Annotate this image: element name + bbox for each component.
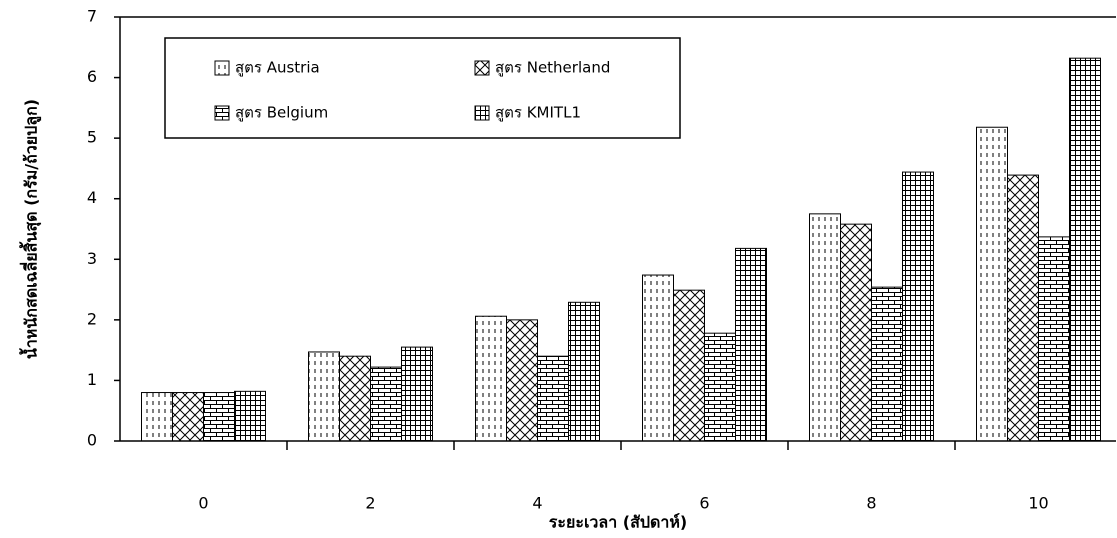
bar bbox=[674, 290, 705, 441]
y-tick-label: 2 bbox=[87, 309, 97, 328]
legend-swatch bbox=[475, 106, 489, 120]
y-axis-title: น้ำหนักสดเฉลี่ยสิ้นสุด (กรัม/ถ้วยปลูก) bbox=[19, 99, 43, 359]
x-tick-label: 0 bbox=[198, 494, 208, 513]
bar bbox=[1039, 237, 1070, 441]
bar bbox=[235, 391, 266, 441]
bar bbox=[142, 393, 173, 441]
legend-label: สูตร Belgium bbox=[235, 104, 328, 122]
bar bbox=[903, 172, 934, 441]
bar bbox=[402, 347, 433, 441]
bar bbox=[340, 356, 371, 441]
x-tick-label: 8 bbox=[866, 494, 876, 513]
legend-swatch bbox=[475, 61, 489, 75]
bar bbox=[371, 367, 402, 441]
legend-label: สูตร Netherland bbox=[495, 59, 610, 77]
legend-label: สูตร KMITL1 bbox=[495, 104, 581, 122]
y-tick-label: 4 bbox=[87, 188, 97, 207]
bar bbox=[476, 316, 507, 441]
bar bbox=[643, 275, 674, 441]
bar bbox=[736, 248, 767, 441]
bar bbox=[538, 356, 569, 441]
bar bbox=[977, 127, 1008, 441]
bar bbox=[841, 224, 872, 441]
bar bbox=[810, 214, 841, 441]
bar bbox=[705, 333, 736, 441]
x-tick-label: 10 bbox=[1028, 494, 1048, 513]
bar bbox=[507, 320, 538, 441]
bar bbox=[204, 393, 235, 441]
bar bbox=[872, 287, 903, 441]
y-tick-label: 7 bbox=[87, 7, 97, 26]
bar bbox=[569, 302, 600, 441]
chart: น้ำหนักสดเฉลี่ยสิ้นสุด (กรัม/ถ้วยปลูก) ร… bbox=[0, 0, 1117, 538]
legend-label: สูตร Austria bbox=[235, 59, 320, 77]
bar bbox=[1008, 175, 1039, 441]
y-tick-label: 6 bbox=[87, 67, 97, 86]
y-tick-label: 3 bbox=[87, 249, 97, 268]
y-tick-label: 0 bbox=[87, 431, 97, 450]
legend-box bbox=[165, 38, 680, 138]
x-axis-title: ระยะเวลา (สัปดาห์) bbox=[549, 513, 687, 532]
legend-swatch bbox=[215, 106, 229, 120]
x-tick-label: 4 bbox=[532, 494, 542, 513]
bar bbox=[309, 352, 340, 441]
bar bbox=[1070, 58, 1101, 441]
x-tick-label: 2 bbox=[365, 494, 375, 513]
y-tick-label: 1 bbox=[87, 370, 97, 389]
legend-swatch bbox=[215, 61, 229, 75]
x-tick-label: 6 bbox=[699, 494, 709, 513]
y-tick-label: 5 bbox=[87, 128, 97, 147]
bar bbox=[173, 393, 204, 441]
